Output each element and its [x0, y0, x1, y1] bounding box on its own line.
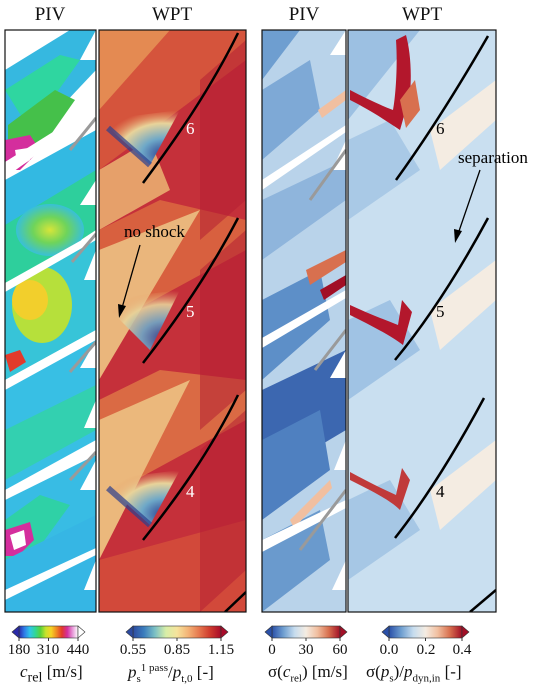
cbar1-label: crel [m/s] [20, 662, 83, 686]
panel-header-wpt-mean: WPT [151, 4, 193, 25]
cbar3-tick-0: 0 [268, 642, 276, 658]
arrow-separation [454, 169, 481, 243]
colorbar-1-min-arrow [11, 625, 20, 639]
colorbar-3-max-arrow [339, 625, 348, 639]
panel-piv-std-frame [261, 29, 347, 613]
colorbar-2 [132, 625, 222, 639]
panel-wpt-mean-frame [98, 29, 247, 613]
colorbar-4 [388, 625, 463, 639]
panel-header-piv-std: PIV [288, 4, 320, 25]
cbar1-tick-1: 310 [36, 642, 60, 658]
panel-wpt-std-frame [347, 29, 497, 613]
colorbars [11, 625, 470, 641]
panel-piv-mean [5, 30, 96, 612]
panel-piv-std [262, 30, 346, 612]
cbar2-tick-2: 1.15 [207, 642, 235, 658]
cbar3-label: σ(crel) [m/s] [268, 662, 348, 685]
colorbar-2-min-arrow [125, 625, 134, 639]
cbar4-label: σ(ps)/pdyn,in [-] [366, 662, 462, 685]
panel-header-wpt-std: WPT [401, 4, 443, 25]
cbar3-tick-2: 60 [332, 642, 348, 658]
blade-label-4-wpt: 4 [186, 482, 195, 501]
colorbar-1-max-arrow [77, 625, 86, 639]
panel-wpt-mean [99, 30, 246, 612]
panel-wpt-std [348, 30, 496, 612]
cbar1-tick-2: 440 [66, 642, 90, 658]
cbar3-tick-1: 30 [298, 642, 314, 658]
cbar2-tick-0: 0.55 [119, 642, 147, 658]
colorbar-1 [18, 625, 79, 639]
cbar1-tick-0: 180 [7, 642, 31, 658]
blade-label-6-std: 6 [436, 119, 445, 138]
cbar4-tick-2: 0.4 [452, 642, 472, 658]
panel-header-piv-mean: PIV [34, 4, 66, 25]
annotation-no-shock: no shock [124, 222, 185, 241]
blade-label-5-wpt: 5 [186, 302, 195, 321]
panel-piv-mean-frame [4, 29, 97, 613]
arrow-no-shock [118, 244, 141, 318]
colorbar-4-min-arrow [381, 625, 390, 639]
blade-label-6-wpt: 6 [186, 119, 195, 138]
cbar4-tick-0: 0.0 [379, 642, 399, 658]
cbar2-tick-1: 0.85 [163, 642, 191, 658]
cbar4-tick-1: 0.2 [416, 642, 436, 658]
annotation-separation: separation [458, 148, 528, 167]
blade-label-4-std: 4 [436, 482, 445, 501]
colorbar-3-min-arrow [264, 625, 273, 639]
cbar2-label: ps1 pass/pt,0 [-] [128, 662, 214, 686]
blade-label-5-std: 5 [436, 302, 445, 321]
colorbar-4-max-arrow [461, 625, 470, 639]
colorbar-2-max-arrow [220, 625, 229, 639]
colorbar-3 [271, 625, 341, 639]
